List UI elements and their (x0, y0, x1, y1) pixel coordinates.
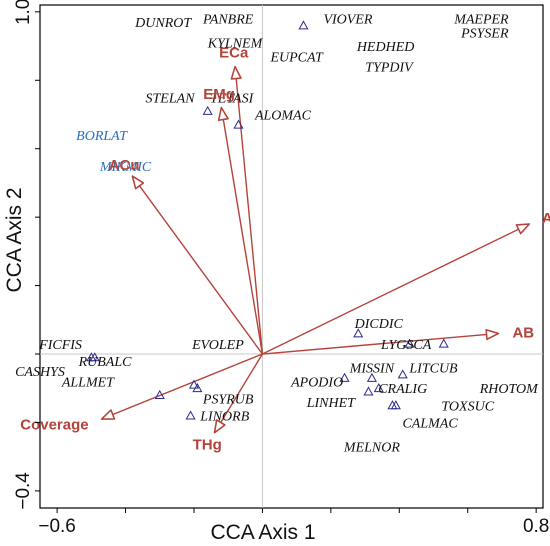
species-label-ficfis: FICFIS (38, 338, 82, 353)
species-label-maeper: MAEPER (453, 13, 509, 28)
x-axis-title: CCA Axis 1 (210, 521, 315, 544)
species-label-allmet: ALLMET (61, 375, 115, 390)
species-label-rhotom: RHOTOM (479, 382, 539, 397)
species-label-melnor: MELNOR (343, 440, 400, 455)
species-label-tetasi: TETASI (210, 91, 255, 106)
vector-ab (262, 328, 500, 355)
species-label-linorb: LINORB (199, 410, 249, 425)
species-label-linhet: LINHET (306, 396, 356, 411)
species-label-kylnem: KYLNEM (207, 37, 264, 52)
y-tick-label: −0.4 (13, 472, 34, 510)
vector-afe (262, 223, 531, 355)
species-label-eupcat: EUPCAT (269, 50, 324, 65)
vector-label-emg: EMg (203, 86, 235, 103)
species-label-toxsuc: TOXSUC (441, 399, 494, 414)
species-label-apodio: APODIO (290, 375, 343, 390)
species-point (298, 20, 309, 30)
species-point (353, 328, 364, 338)
species-label-mikmic: MIKMIC (99, 160, 152, 175)
vector-eca (230, 65, 264, 355)
vector-emg (217, 106, 264, 355)
vector-label-thg: THg (193, 437, 222, 454)
species-label-typdiv: TYPDIV (365, 61, 414, 76)
species-point (233, 119, 244, 129)
species-point (89, 352, 100, 362)
species-label-evolep: EVOLEP (191, 338, 244, 353)
x-tick-label: −0.6 (38, 516, 76, 537)
x-tick-label: 0.8 (523, 516, 549, 537)
species-label-dunrot: DUNROT (134, 16, 192, 31)
species-point (192, 383, 203, 393)
vector-acu (131, 175, 263, 355)
species-point (366, 372, 377, 382)
species-point (339, 372, 350, 382)
species-label-stelan: STELAN (146, 91, 196, 106)
axis-ticks: −0.6 0.8 1.0 −0.4 (13, 0, 549, 537)
species-label-rubalc: RUBALC (78, 355, 133, 370)
species-label-panbre: PANBRE (202, 13, 254, 28)
vector-label-coverage: Coverage (20, 416, 88, 433)
vector-labels: ECa EMg ACu AFe AB Coverage THg (20, 45, 550, 454)
species-label-hedhed: HEDHED (356, 40, 415, 55)
species-point (397, 369, 408, 379)
species-point (387, 400, 398, 410)
species-label-missin: MISSIN (349, 362, 395, 377)
species-label-borlat: BORLAT (76, 129, 128, 144)
vector-label-afe: AFe (542, 210, 550, 227)
species-point (185, 410, 196, 420)
species-points (86, 20, 449, 420)
species-point (373, 383, 384, 393)
species-point (363, 386, 374, 396)
species-label-dicdic: DICDIC (354, 317, 404, 332)
vector-coverage (100, 353, 263, 420)
y-tick-label: 1.0 (13, 0, 34, 25)
species-point (154, 389, 165, 399)
species-label-psyser: PSYSER (460, 26, 509, 41)
species-label-lygsca: LYGSCA (380, 338, 432, 353)
species-label-calmac: CALMAC (402, 416, 458, 431)
species-label-psyrub: PSYRUB (202, 393, 254, 408)
vector-label-ab: AB (512, 324, 534, 341)
species-point (404, 338, 415, 348)
species-label-cashys: CASHYS (15, 365, 65, 380)
vector-thg (213, 353, 264, 434)
vector-label-eca: ECa (219, 45, 249, 62)
vector-label-acu: ACu (109, 157, 140, 174)
environmental-vectors (100, 65, 531, 434)
species-point (438, 338, 449, 348)
species-label-alomac: ALOMAC (254, 108, 312, 123)
zero-reference-lines (40, 5, 543, 508)
species-point (202, 105, 213, 115)
y-axis-title: CCA Axis 2 (3, 187, 26, 292)
plot-border (39, 4, 544, 509)
species-label-viover: VIOVER (323, 13, 372, 28)
species-label-litcub: LITCUB (408, 362, 458, 377)
plot-frame (39, 4, 544, 509)
species-label-cralig: CRALIG (378, 382, 427, 397)
species-point (188, 379, 200, 389)
